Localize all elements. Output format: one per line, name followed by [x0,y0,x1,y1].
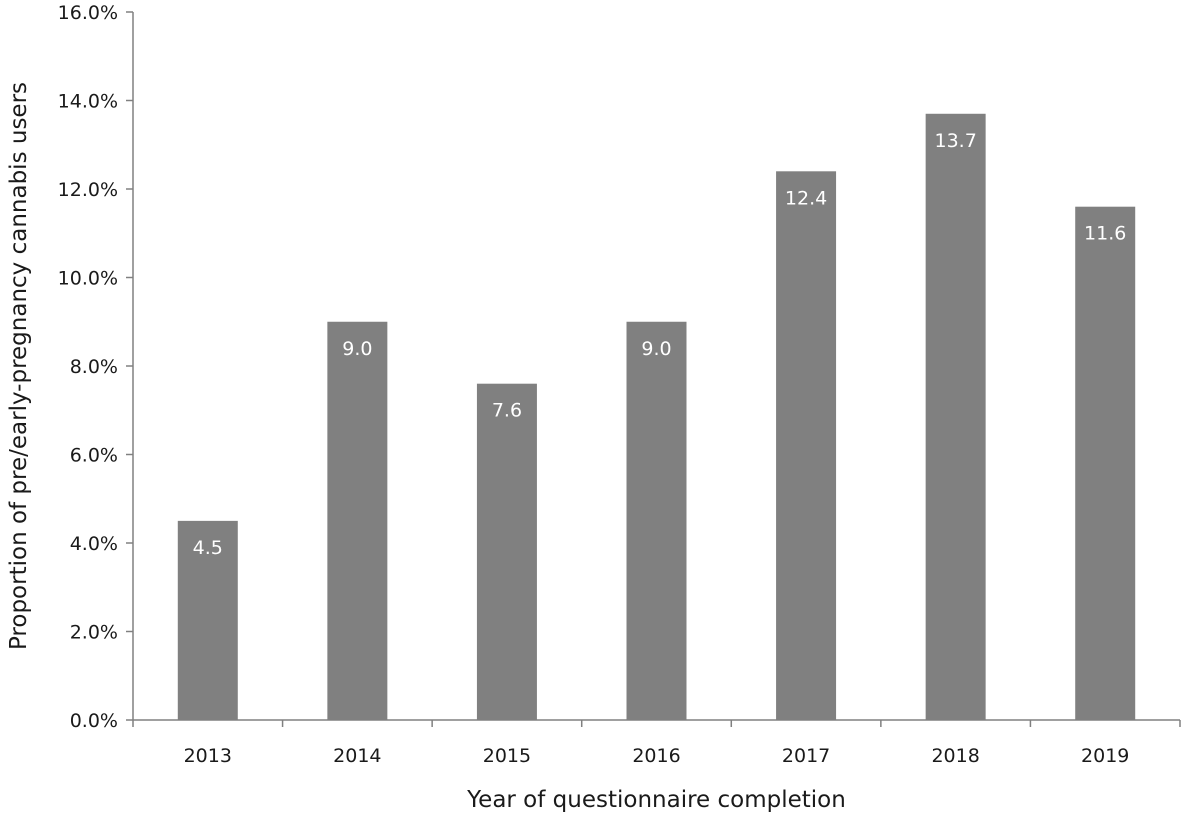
data-label-2018: 13.7 [934,130,976,152]
y-tick-label: 16.0% [58,2,118,24]
y-tick-label: 0.0% [70,710,118,732]
y-tick-label: 10.0% [58,268,118,290]
bars-group: 4.5 9.0 7.6 9.0 12.4 13.7 11.6 [177,113,1136,721]
data-label-2014: 9.0 [342,338,372,360]
y-axis-ticks: 0.0% 2.0% 4.0% 6.0% 8.0% 10.0% 12.0% 14.0% 16.0% [58,2,133,732]
data-label-2016: 9.0 [641,338,671,360]
bar-2013 [177,520,238,720]
x-tick-label-2016: 2016 [632,745,680,767]
bar-2015 [476,383,537,720]
y-tick-label: 6.0% [70,445,118,467]
x-tick-label-2013: 2013 [184,745,232,767]
x-tick-label-2017: 2017 [782,745,830,767]
y-tick-label: 8.0% [70,356,118,378]
data-label-2019: 11.6 [1084,223,1126,245]
x-axis-ticks: 2013 2014 2015 2016 2017 2018 2019 [132,720,1181,767]
bar-2014 [327,321,388,720]
x-tick-label-2019: 2019 [1081,745,1129,767]
y-axis-title: Proportion of pre/early-pregnancy cannab… [6,82,32,650]
bar-2018 [925,113,986,720]
bar-2017 [776,171,837,721]
data-label-2015: 7.6 [492,400,522,422]
x-axis-title: Year of questionnaire completion [466,787,846,813]
x-tick-label-2014: 2014 [333,745,381,767]
y-tick-label: 2.0% [70,622,118,644]
y-tick-label: 12.0% [58,179,118,201]
x-tick-label-2015: 2015 [483,745,531,767]
data-label-2017: 12.4 [785,187,827,209]
bar-2019 [1075,206,1136,720]
data-label-2013: 4.5 [193,537,223,559]
x-tick-label-2018: 2018 [931,745,979,767]
y-tick-label: 4.0% [70,533,118,555]
y-tick-label: 14.0% [58,91,118,113]
bar-2016 [626,321,687,720]
